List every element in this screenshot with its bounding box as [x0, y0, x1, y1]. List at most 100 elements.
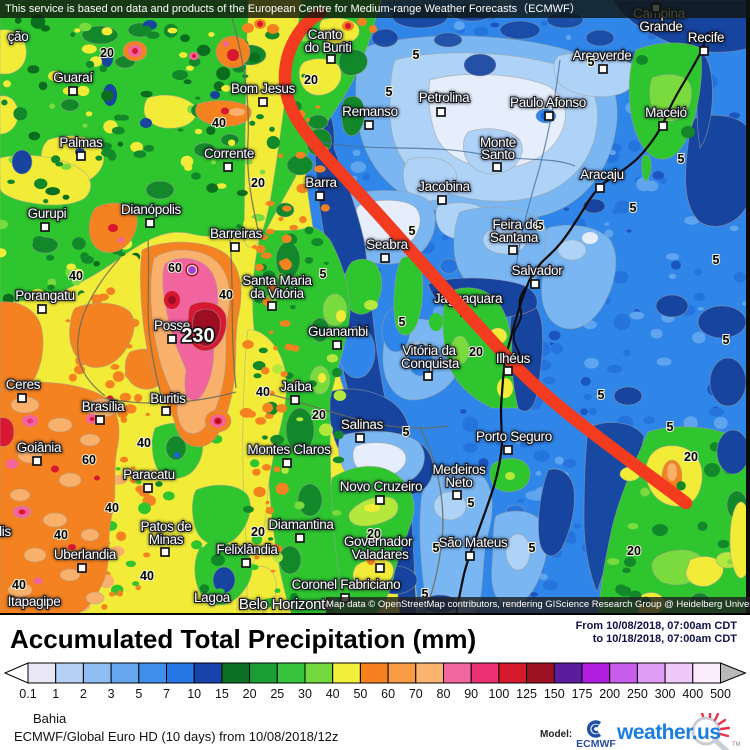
svg-text:5: 5 — [320, 267, 327, 281]
svg-text:125: 125 — [516, 687, 537, 701]
svg-text:60: 60 — [168, 261, 182, 275]
svg-text:5: 5 — [409, 224, 416, 238]
svg-text:5: 5 — [529, 541, 536, 555]
svg-text:Jacobina: Jacobina — [418, 179, 470, 194]
svg-text:Coronel Fabriciano: Coronel Fabriciano — [292, 577, 401, 592]
svg-text:20: 20 — [367, 527, 381, 541]
svg-text:50: 50 — [353, 687, 367, 701]
svg-text:40: 40 — [137, 436, 151, 450]
svg-text:200: 200 — [599, 687, 620, 701]
svg-text:Santana: Santana — [490, 230, 539, 245]
svg-text:40: 40 — [326, 687, 340, 701]
svg-text:5: 5 — [422, 587, 429, 601]
svg-text:10: 10 — [187, 687, 201, 701]
svg-text:Brasília: Brasília — [82, 399, 125, 414]
svg-text:weather.us: weather.us — [616, 721, 721, 744]
svg-text:20: 20 — [251, 176, 265, 190]
svg-text:Guaraí: Guaraí — [53, 70, 93, 85]
svg-text:ECMWF: ECMWF — [576, 738, 616, 750]
svg-text:70: 70 — [409, 687, 423, 701]
svg-text:300: 300 — [655, 687, 676, 701]
svg-text:ção: ção — [8, 29, 29, 44]
svg-text:TM: TM — [732, 742, 741, 748]
svg-text:Salvador: Salvador — [512, 263, 564, 278]
svg-text:5: 5 — [667, 420, 674, 434]
svg-text:Barra: Barra — [305, 175, 337, 190]
svg-text:Uberlandia: Uberlandia — [54, 547, 117, 562]
svg-text:Dianópolis: Dianópolis — [121, 202, 182, 217]
svg-text:40: 40 — [219, 288, 233, 302]
svg-text:Felixlândia: Felixlândia — [216, 542, 278, 557]
svg-text:5: 5 — [630, 201, 637, 215]
svg-text:3: 3 — [108, 687, 115, 701]
svg-text:100: 100 — [488, 687, 509, 701]
svg-text:20: 20 — [312, 408, 326, 422]
svg-text:5: 5 — [588, 55, 595, 69]
svg-text:Petrolina: Petrolina — [419, 90, 470, 105]
svg-text:0.1: 0.1 — [19, 687, 36, 701]
svg-text:5: 5 — [468, 496, 475, 510]
svg-text:Gurupi: Gurupi — [28, 206, 67, 221]
svg-text:Canto: Canto — [308, 27, 343, 42]
svg-text:400: 400 — [682, 687, 703, 701]
svg-text:150: 150 — [544, 687, 565, 701]
svg-text:175: 175 — [572, 687, 593, 701]
svg-text:Porangatu: Porangatu — [15, 288, 75, 303]
svg-text:5: 5 — [678, 152, 685, 166]
svg-text:Santo: Santo — [481, 147, 515, 162]
svg-text:80: 80 — [437, 687, 451, 701]
svg-text:40: 40 — [212, 116, 226, 130]
svg-text:Belo Horizonte: Belo Horizonte — [239, 596, 333, 613]
svg-text:da Vitória: da Vitória — [250, 286, 305, 301]
svg-text:40: 40 — [69, 269, 83, 283]
svg-text:5: 5 — [135, 687, 142, 701]
svg-text:60: 60 — [82, 453, 96, 467]
svg-text:Lagoa: Lagoa — [194, 590, 231, 605]
svg-text:Bom Jesus: Bom Jesus — [231, 81, 296, 96]
svg-text:5: 5 — [713, 253, 720, 267]
svg-text:Aracaju: Aracaju — [580, 167, 624, 182]
svg-text:90: 90 — [464, 687, 478, 701]
svg-text:São Mateus: São Mateus — [438, 535, 508, 550]
svg-text:5: 5 — [403, 425, 410, 439]
svg-text:do Buriti: do Buriti — [305, 40, 352, 55]
svg-text:Barreiras: Barreiras — [210, 226, 263, 241]
svg-text:Corrente: Corrente — [204, 146, 254, 161]
svg-text:5: 5 — [723, 333, 730, 347]
svg-text:40: 40 — [12, 578, 26, 592]
svg-text:40: 40 — [54, 528, 68, 542]
svg-text:15: 15 — [215, 687, 229, 701]
svg-text:20: 20 — [684, 450, 698, 464]
svg-text:40: 40 — [105, 501, 119, 515]
svg-text:Santa Maria: Santa Maria — [242, 273, 312, 288]
svg-text:40: 40 — [140, 569, 154, 583]
svg-text:Valadares: Valadares — [351, 547, 409, 562]
svg-text:60: 60 — [381, 687, 395, 701]
svg-text:Posse: Posse — [154, 318, 190, 333]
svg-text:Governador: Governador — [344, 534, 413, 549]
svg-text:Montes Claros: Montes Claros — [247, 442, 331, 457]
svg-text:1: 1 — [52, 687, 59, 701]
svg-text:Salinas: Salinas — [341, 417, 384, 432]
svg-text:5: 5 — [386, 85, 393, 99]
svg-text:Buritis: Buritis — [150, 391, 186, 406]
svg-text:20: 20 — [304, 73, 318, 87]
svg-text:Paracatu: Paracatu — [123, 467, 175, 482]
svg-text:30: 30 — [298, 687, 312, 701]
svg-text:Diamantina: Diamantina — [268, 517, 334, 532]
svg-text:7: 7 — [163, 687, 170, 701]
svg-text:Monte: Monte — [480, 135, 516, 150]
svg-text:Guanambi: Guanambi — [308, 324, 368, 339]
svg-text:Novo Cruzeiro: Novo Cruzeiro — [340, 479, 422, 494]
svg-text:lis: lis — [0, 524, 11, 539]
svg-text:Remanso: Remanso — [342, 104, 398, 119]
svg-text:230: 230 — [181, 325, 214, 347]
svg-text:Goiânia: Goiânia — [17, 440, 62, 455]
svg-text:5: 5 — [413, 48, 420, 62]
svg-text:Arcoverde: Arcoverde — [573, 48, 632, 63]
svg-text:Ilhéus: Ilhéus — [496, 351, 531, 366]
svg-text:20: 20 — [100, 46, 114, 60]
svg-text:Maceió: Maceió — [645, 105, 687, 120]
svg-text:Conquista: Conquista — [401, 356, 460, 371]
svg-text:Feira de: Feira de — [492, 217, 539, 232]
